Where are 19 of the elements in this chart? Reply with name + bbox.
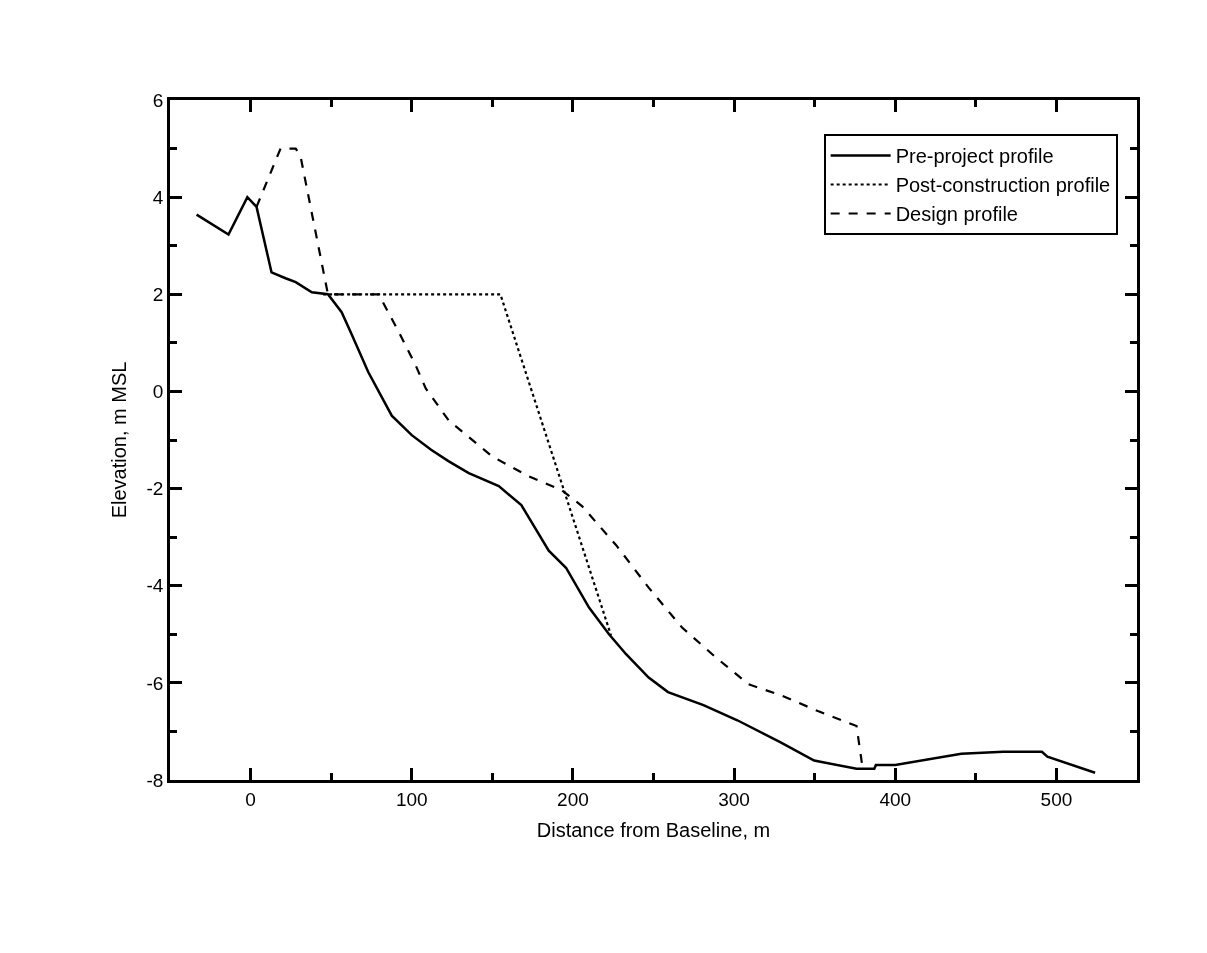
y-tick-label: -6: [146, 672, 164, 694]
y-tick-label: 4: [152, 186, 164, 208]
y-tick-label: 6: [152, 89, 164, 111]
legend-label: Pre-project profile: [895, 145, 1054, 168]
x-tick-label: 300: [718, 788, 750, 810]
x-axis-title: Distance from Baseline, m: [536, 819, 771, 842]
y-tick-label: 0: [152, 381, 164, 403]
y-tick-label: -4: [146, 575, 164, 597]
x-tick-label: 0: [245, 788, 256, 810]
x-tick-label: 200: [557, 788, 589, 810]
legend-label: Design profile: [895, 203, 1018, 226]
y-tick-label: -8: [146, 769, 164, 791]
y-axis-title: Elevation, m MSL: [108, 361, 131, 519]
y-tick-label: 2: [152, 283, 164, 305]
x-tick-label: 100: [395, 788, 428, 810]
x-tick-label: 400: [879, 788, 912, 810]
y-tick-label: -2: [146, 478, 164, 500]
legend-label: Post-construction profile: [895, 174, 1111, 197]
x-tick-label: 500: [1040, 788, 1073, 810]
